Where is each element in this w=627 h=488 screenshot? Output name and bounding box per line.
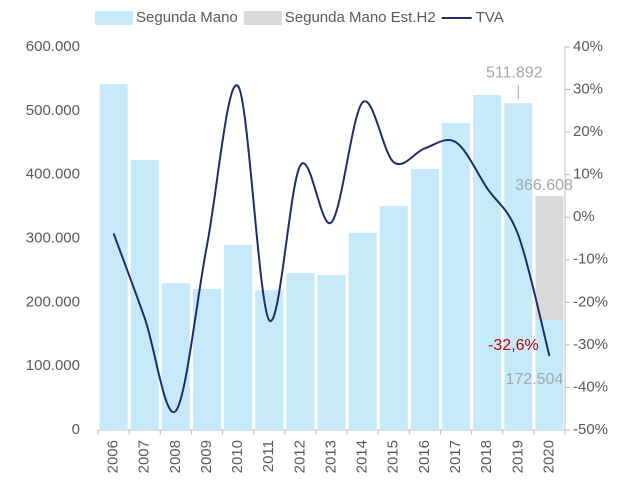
annotation: 366.608	[515, 177, 573, 194]
y2-tick-label: -40%	[573, 378, 608, 395]
y-tick-label: 500.000	[26, 102, 80, 119]
y2-tick-label: 20%	[573, 123, 603, 140]
legend-swatch	[95, 11, 133, 25]
x-tick-label: 2018	[478, 440, 495, 473]
data-label: 172.504	[506, 371, 564, 388]
y-tick-label: 300.000	[26, 229, 80, 246]
bar	[130, 159, 159, 431]
y-tick-label: 600.000	[26, 38, 80, 55]
bar	[473, 94, 502, 430]
x-tick-label: 2013	[322, 440, 339, 473]
y2-tick-label: -20%	[573, 293, 608, 310]
y2-tick-label: 30%	[573, 81, 603, 98]
x-tick-label: 2016	[416, 440, 433, 473]
bar	[286, 272, 315, 430]
y2-tick-label: -10%	[573, 251, 608, 268]
bar	[535, 195, 564, 320]
legend-label: Segunda Mano	[136, 9, 238, 26]
legend-label: TVA	[476, 9, 504, 26]
y2-tick-label: 0%	[573, 208, 595, 225]
bar	[442, 122, 471, 430]
y2-tick-label: -50%	[573, 421, 608, 438]
x-tick-label: 2007	[136, 440, 153, 473]
bar	[161, 283, 190, 430]
data-label: -32,6%	[488, 337, 539, 354]
bar	[410, 168, 439, 430]
line	[112, 84, 551, 414]
y-tick-label: 100.000	[26, 357, 80, 374]
y-tick-label: 400.000	[26, 166, 80, 183]
x-tick-label: 2019	[509, 440, 526, 473]
x-tick-label: 2017	[447, 440, 464, 473]
x-tick-label: 2009	[198, 440, 215, 473]
bar	[192, 288, 221, 430]
x-tick-label: 2020	[540, 440, 557, 473]
bar	[535, 319, 564, 430]
x-tick-label: 2012	[291, 440, 308, 473]
bar	[348, 232, 377, 430]
legend-label: Segunda Mano Est.H2	[285, 9, 436, 26]
x-tick-label: 2010	[229, 440, 246, 473]
bar	[317, 274, 346, 430]
x-tick-label: 2008	[167, 440, 184, 473]
data-label: 511.892	[486, 64, 543, 81]
y2-tick-label: 40%	[573, 38, 603, 55]
x-tick-label: 2011	[260, 440, 277, 472]
bar	[379, 205, 408, 430]
x-tick-label: 2006	[105, 440, 122, 473]
y-tick-label: 200.000	[26, 293, 80, 310]
y2-tick-label: -30%	[573, 336, 608, 353]
x-tick-label: 2015	[385, 440, 402, 473]
x-tick-label: 2014	[354, 440, 371, 473]
y2-tick-label: 10%	[573, 166, 603, 183]
bar	[255, 290, 284, 430]
bar	[224, 244, 253, 430]
y-tick-label: 0	[72, 421, 80, 438]
legend-swatch	[243, 11, 282, 25]
